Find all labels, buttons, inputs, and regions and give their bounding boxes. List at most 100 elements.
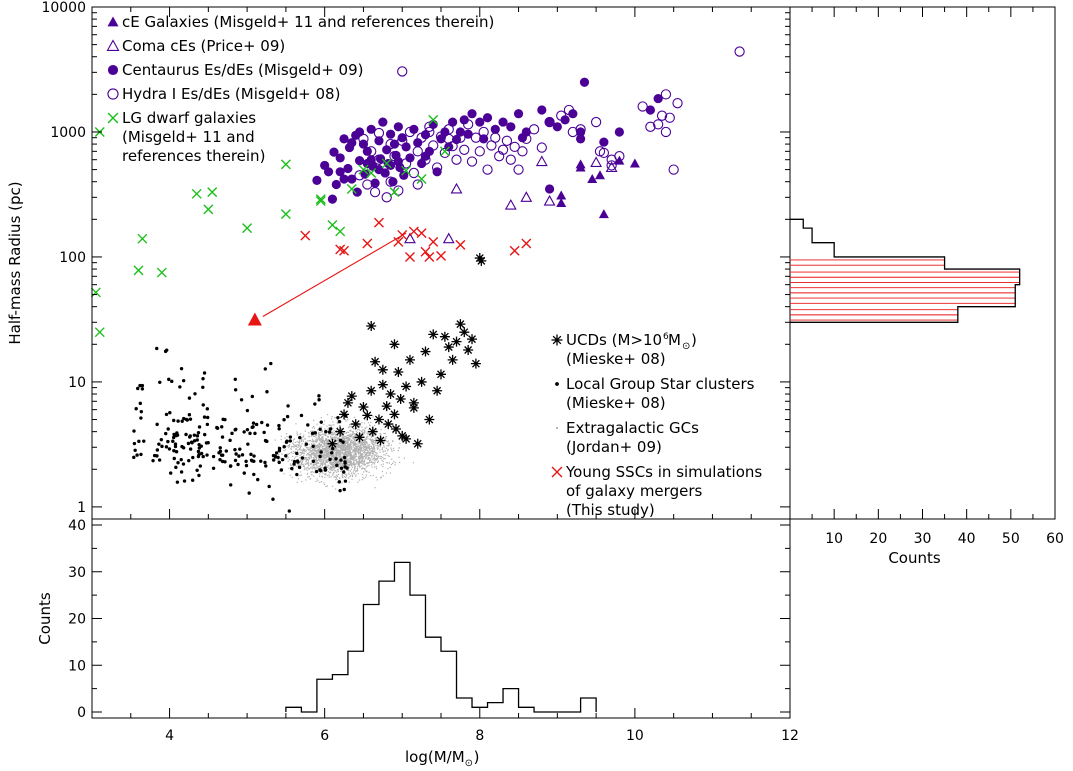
- gc-point: [319, 464, 321, 466]
- gc-point: [354, 449, 357, 451]
- gc-point: [344, 443, 346, 445]
- gc-point: [363, 441, 365, 443]
- gc-point: [323, 463, 325, 465]
- gc-point: [349, 459, 351, 462]
- gc-point: [358, 424, 360, 427]
- star-cluster-point: [279, 468, 284, 472]
- cross-point: [428, 236, 439, 247]
- gc-point: [361, 441, 363, 443]
- gc-point: [353, 436, 355, 439]
- star-cluster-point: [277, 427, 281, 431]
- gc-point: [328, 467, 330, 469]
- gc-point: [325, 473, 327, 475]
- gc-point: [366, 452, 368, 454]
- gc-point: [386, 462, 388, 464]
- gc-point: [385, 447, 387, 449]
- bottom-y-tick-label: 40: [68, 518, 86, 534]
- gc-point: [308, 443, 310, 445]
- gc-point: [303, 469, 305, 471]
- open-circle-point: [509, 141, 520, 153]
- gc-point: [315, 467, 317, 469]
- gc-point: [380, 433, 382, 435]
- gc-point: [300, 439, 303, 442]
- gc-point: [343, 453, 345, 455]
- bottom-y-tick-label: 30: [68, 565, 86, 581]
- gc-point: [359, 453, 362, 456]
- gc-point: [366, 462, 368, 464]
- star-cluster-point: [179, 457, 183, 462]
- star-cluster-point: [174, 450, 179, 454]
- star-cluster-point: [140, 387, 145, 391]
- gc-point: [351, 466, 354, 468]
- gc-point: [388, 455, 390, 458]
- gc-point: [321, 426, 323, 428]
- gc-point: [366, 446, 369, 448]
- gc-point: [313, 425, 315, 428]
- gc-point: [321, 437, 323, 440]
- gc-point: [364, 467, 366, 470]
- gc-point: [303, 456, 305, 458]
- gc-point: [348, 426, 351, 428]
- gc-point: [299, 445, 301, 447]
- gc-point: [333, 446, 335, 449]
- gc-point: [367, 462, 369, 464]
- star-cluster-point: [202, 371, 207, 375]
- gc-point: [412, 462, 415, 464]
- gc-point: [304, 467, 306, 469]
- gc-point: [341, 449, 343, 452]
- star-cluster-point: [245, 427, 250, 432]
- gc-point: [398, 447, 400, 449]
- gc-point: [365, 457, 367, 460]
- legend-label: (Jordan+ 09): [566, 438, 662, 456]
- gc-point: [307, 446, 309, 449]
- gc-point: [352, 445, 354, 447]
- gc-point: [319, 426, 321, 428]
- gc-point: [314, 459, 316, 461]
- open-circle-point: [412, 146, 423, 157]
- right-x-tick-label: 10: [825, 531, 843, 547]
- gc-point: [390, 463, 393, 466]
- filled-circle-point: [352, 187, 362, 197]
- gc-point: [308, 432, 310, 434]
- open-circle-point: [443, 133, 454, 145]
- gc-point: [321, 442, 324, 444]
- asterisk-point: [474, 253, 485, 264]
- gc-point: [288, 459, 290, 461]
- gc-point: [376, 445, 378, 447]
- right-x-tick-label: 20: [869, 531, 887, 547]
- gc-point: [309, 454, 311, 456]
- star-cluster-point: [267, 484, 271, 489]
- gc-point: [328, 476, 330, 478]
- open-circle-point: [528, 124, 540, 135]
- gc-point: [355, 442, 357, 444]
- gc-point: [339, 453, 341, 455]
- gc-point: [312, 463, 315, 466]
- gc-point: [343, 435, 345, 437]
- star-cluster-point: [175, 431, 179, 435]
- gc-point: [333, 476, 335, 478]
- asterisk-point: [373, 414, 384, 425]
- gc-point: [316, 456, 318, 458]
- filled-circle-point: [385, 129, 396, 139]
- legend-label: Hydra I Es/dEs (Misgeld+ 08): [122, 85, 340, 103]
- gc-point: [358, 442, 360, 444]
- gc-point: [299, 461, 302, 463]
- gc-point: [322, 460, 324, 462]
- gc-point: [388, 445, 390, 447]
- gc-point: [336, 481, 338, 484]
- right-plot-frame: [789, 6, 1056, 520]
- gc-point: [326, 458, 329, 461]
- gc-point: [361, 430, 363, 432]
- legend-label: Local Group Star clusters: [566, 375, 755, 393]
- gc-point: [320, 434, 322, 437]
- gc-point: [287, 453, 290, 455]
- gc-point: [341, 473, 343, 476]
- gc-point: [331, 466, 333, 469]
- gc-point: [379, 449, 381, 451]
- gc-point: [353, 457, 355, 460]
- right-x-tick-label: 50: [1002, 531, 1020, 547]
- legend-label: Extragalactic GCs: [566, 419, 699, 437]
- gc-point: [349, 440, 352, 442]
- gc-point: [336, 450, 339, 452]
- bottom-x-tick-label: 4: [165, 728, 174, 744]
